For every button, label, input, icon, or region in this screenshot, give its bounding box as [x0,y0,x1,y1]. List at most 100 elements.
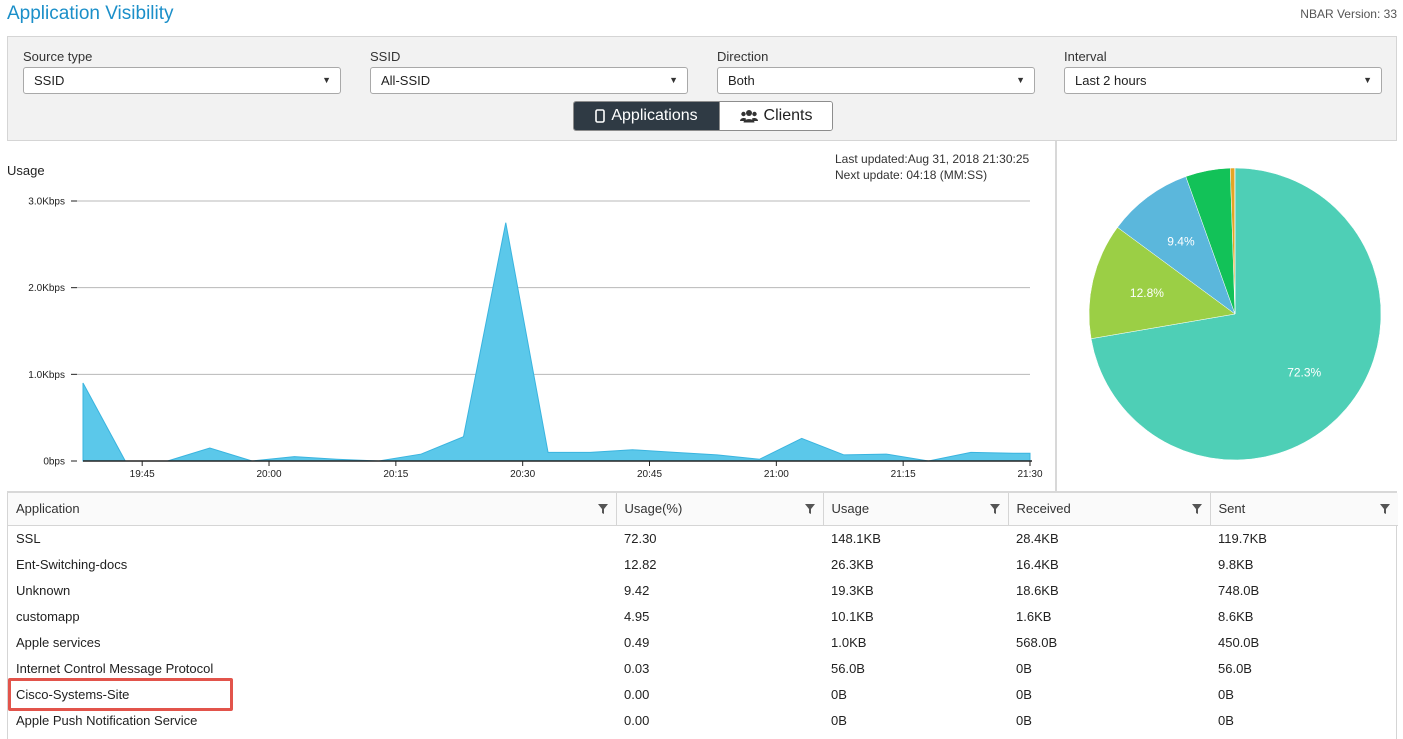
dropdown-arrow-icon: ▼ [669,75,678,85]
usage-area-chart: 0bps 1.0Kbps 2.0Kbps 3.0Kbps 19:45 20:00 20:15… [28,197,1043,481]
cell-received: 0B [1016,712,1032,728]
clients-toggle-button[interactable]: Clients [719,102,832,130]
filter-icon[interactable] [1191,504,1202,514]
source-type-select[interactable]: SSID ▼ [23,67,341,94]
cell-received: 1.6KB [1016,608,1052,624]
cell-application: Cisco-Systems-Site [16,686,130,702]
cell-usage: 0B [831,686,847,702]
cell-sent: 0B [1218,686,1234,702]
applications-toggle-button[interactable]: Applications [574,102,719,130]
cell-usage-percent: 0.00 [624,686,650,702]
source-type-value: SSID [34,73,65,88]
cell-received: 16.4KB [1016,556,1059,572]
table-row[interactable]: Internet Control Message Protocol 0.03 56.… [8,655,1398,681]
cell-application: Internet Control Message Protocol [16,660,214,676]
clients-toggle-label: Clients [763,107,813,124]
x-tick-label: 19:45 [130,469,155,480]
table-row[interactable]: SSL 72.30 148.1KB 28.4KB 119.7KB [8,525,1398,551]
pie-slice-label: 9.4% [1167,234,1195,248]
filter-icon[interactable] [597,504,608,514]
dropdown-arrow-icon: ▼ [322,75,331,85]
cell-sent: 8.6KB [1218,608,1254,624]
cell-received: 18.6KB [1016,582,1059,598]
table-row[interactable]: Apple services 0.49 1.0KB 568.0B 450.0B [8,629,1398,655]
table-row[interactable]: Apple Push Notification Service 0.00 0B 0B 0… [8,707,1398,733]
cell-usage-percent: 12.82 [624,556,657,572]
cell-application: SSL [16,530,41,546]
y-tick-label: 3.0Kbps [28,197,65,208]
cell-sent: 9.8KB [1218,556,1254,572]
x-tick-label: 20:30 [510,469,535,480]
usage-area-series [82,222,1031,462]
cell-received: 0B [1016,686,1032,702]
dropdown-arrow-icon: ▼ [1016,75,1025,85]
pie-slice[interactable] [1090,167,1382,461]
interval-select[interactable]: Last 2 hours ▼ [1064,67,1382,94]
last-updated-text: Last updated:Aug 31, 2018 21:30:25 [835,152,1030,166]
x-tick-label: 20:15 [383,469,408,480]
update-info: Last updated:Aug 31, 2018 21:30:25 Next … [835,151,1029,183]
column-header-usage[interactable]: Usage [823,493,1009,526]
cell-usage-percent: 9.42 [624,582,650,598]
interval-filter: Interval Last 2 hours ▼ [1064,49,1382,94]
ssid-select[interactable]: All-SSID ▼ [370,67,688,94]
dropdown-arrow-icon: ▼ [1363,75,1372,85]
panel-divider [1055,141,1057,491]
y-tick-label: 1.0Kbps [28,370,65,381]
applications-table: Application Usage(%) Usage Received Sent… [7,493,1398,739]
usage-pie-chart: 72.3% 12.8% 9.4% [1057,141,1397,491]
pie-slice[interactable] [1088,227,1236,340]
x-tick-label: 20:45 [637,469,662,480]
device-icon [595,109,606,123]
view-toggle: Applications Clients [573,101,833,131]
x-tick-label: 21:15 [891,469,916,480]
cell-usage-percent: 0.00 [624,712,650,728]
ssid-filter: SSID All-SSID ▼ [370,49,688,94]
table-row[interactable]: Ent-Switching-docs 12.82 26.3KB 16.4KB 9.8KB [8,551,1398,577]
pie-chart-svg: 72.3% 12.8% 9.4% [1088,167,1382,461]
usage-chart-title: Usage [7,163,45,178]
ssid-value: All-SSID [381,73,431,88]
x-tick-label: 20:00 [257,469,282,480]
cell-usage-percent: 0.49 [624,634,650,650]
pie-slice-label: 72.3% [1287,365,1321,379]
y-tick-label: 0bps [43,457,65,468]
interval-value: Last 2 hours [1075,73,1147,88]
cell-application: Apple Push Notification Service [16,712,198,728]
cell-usage-percent: 72.30 [624,530,657,546]
cell-usage: 0B [831,712,847,728]
cell-sent: 56.0B [1218,660,1252,676]
table-row[interactable]: Unknown 9.42 19.3KB 18.6KB 748.0B [8,577,1398,603]
applications-toggle-label: Applications [611,107,698,124]
pie-slice[interactable] [1117,176,1236,315]
cell-sent: 0B [1218,712,1234,728]
cell-usage-percent: 4.95 [624,608,650,624]
cell-usage: 19.3KB [831,582,874,598]
column-header-usage-percent[interactable]: Usage(%) [616,493,824,526]
cell-usage: 26.3KB [831,556,874,572]
cell-usage: 10.1KB [831,608,874,624]
table-row[interactable]: Cisco-Systems-Site 0.00 0B 0B 0B [8,681,1398,707]
filter-icon[interactable] [989,504,1000,514]
column-header-sent[interactable]: Sent [1210,493,1398,526]
column-header-application[interactable]: Application [8,493,617,526]
x-tick-label: 21:00 [764,469,789,480]
table-row[interactable]: customapp 4.95 10.1KB 1.6KB 8.6KB [8,603,1398,629]
cell-received: 0B [1016,660,1032,676]
filter-icon[interactable] [1380,504,1390,514]
page-title: Application Visibility [7,3,174,24]
filter-icon[interactable] [804,504,815,514]
cell-application: Ent-Switching-docs [16,556,128,572]
direction-filter: Direction Both ▼ [717,49,1035,94]
cell-sent: 748.0B [1218,582,1260,598]
source-type-label: Source type [23,49,93,64]
cell-usage: 148.1KB [831,530,881,546]
direction-select[interactable]: Both ▼ [717,67,1035,94]
section-divider [7,491,1397,493]
cell-sent: 119.7KB [1218,530,1267,546]
interval-label: Interval [1064,49,1107,64]
next-update-text: Next update: 04:18 (MM:SS) [835,168,988,182]
column-header-received[interactable]: Received [1008,493,1211,526]
cell-application: Apple services [16,634,101,650]
filter-panel: Source type SSID ▼ SSID All-SSID ▼ Direc… [7,36,1397,141]
